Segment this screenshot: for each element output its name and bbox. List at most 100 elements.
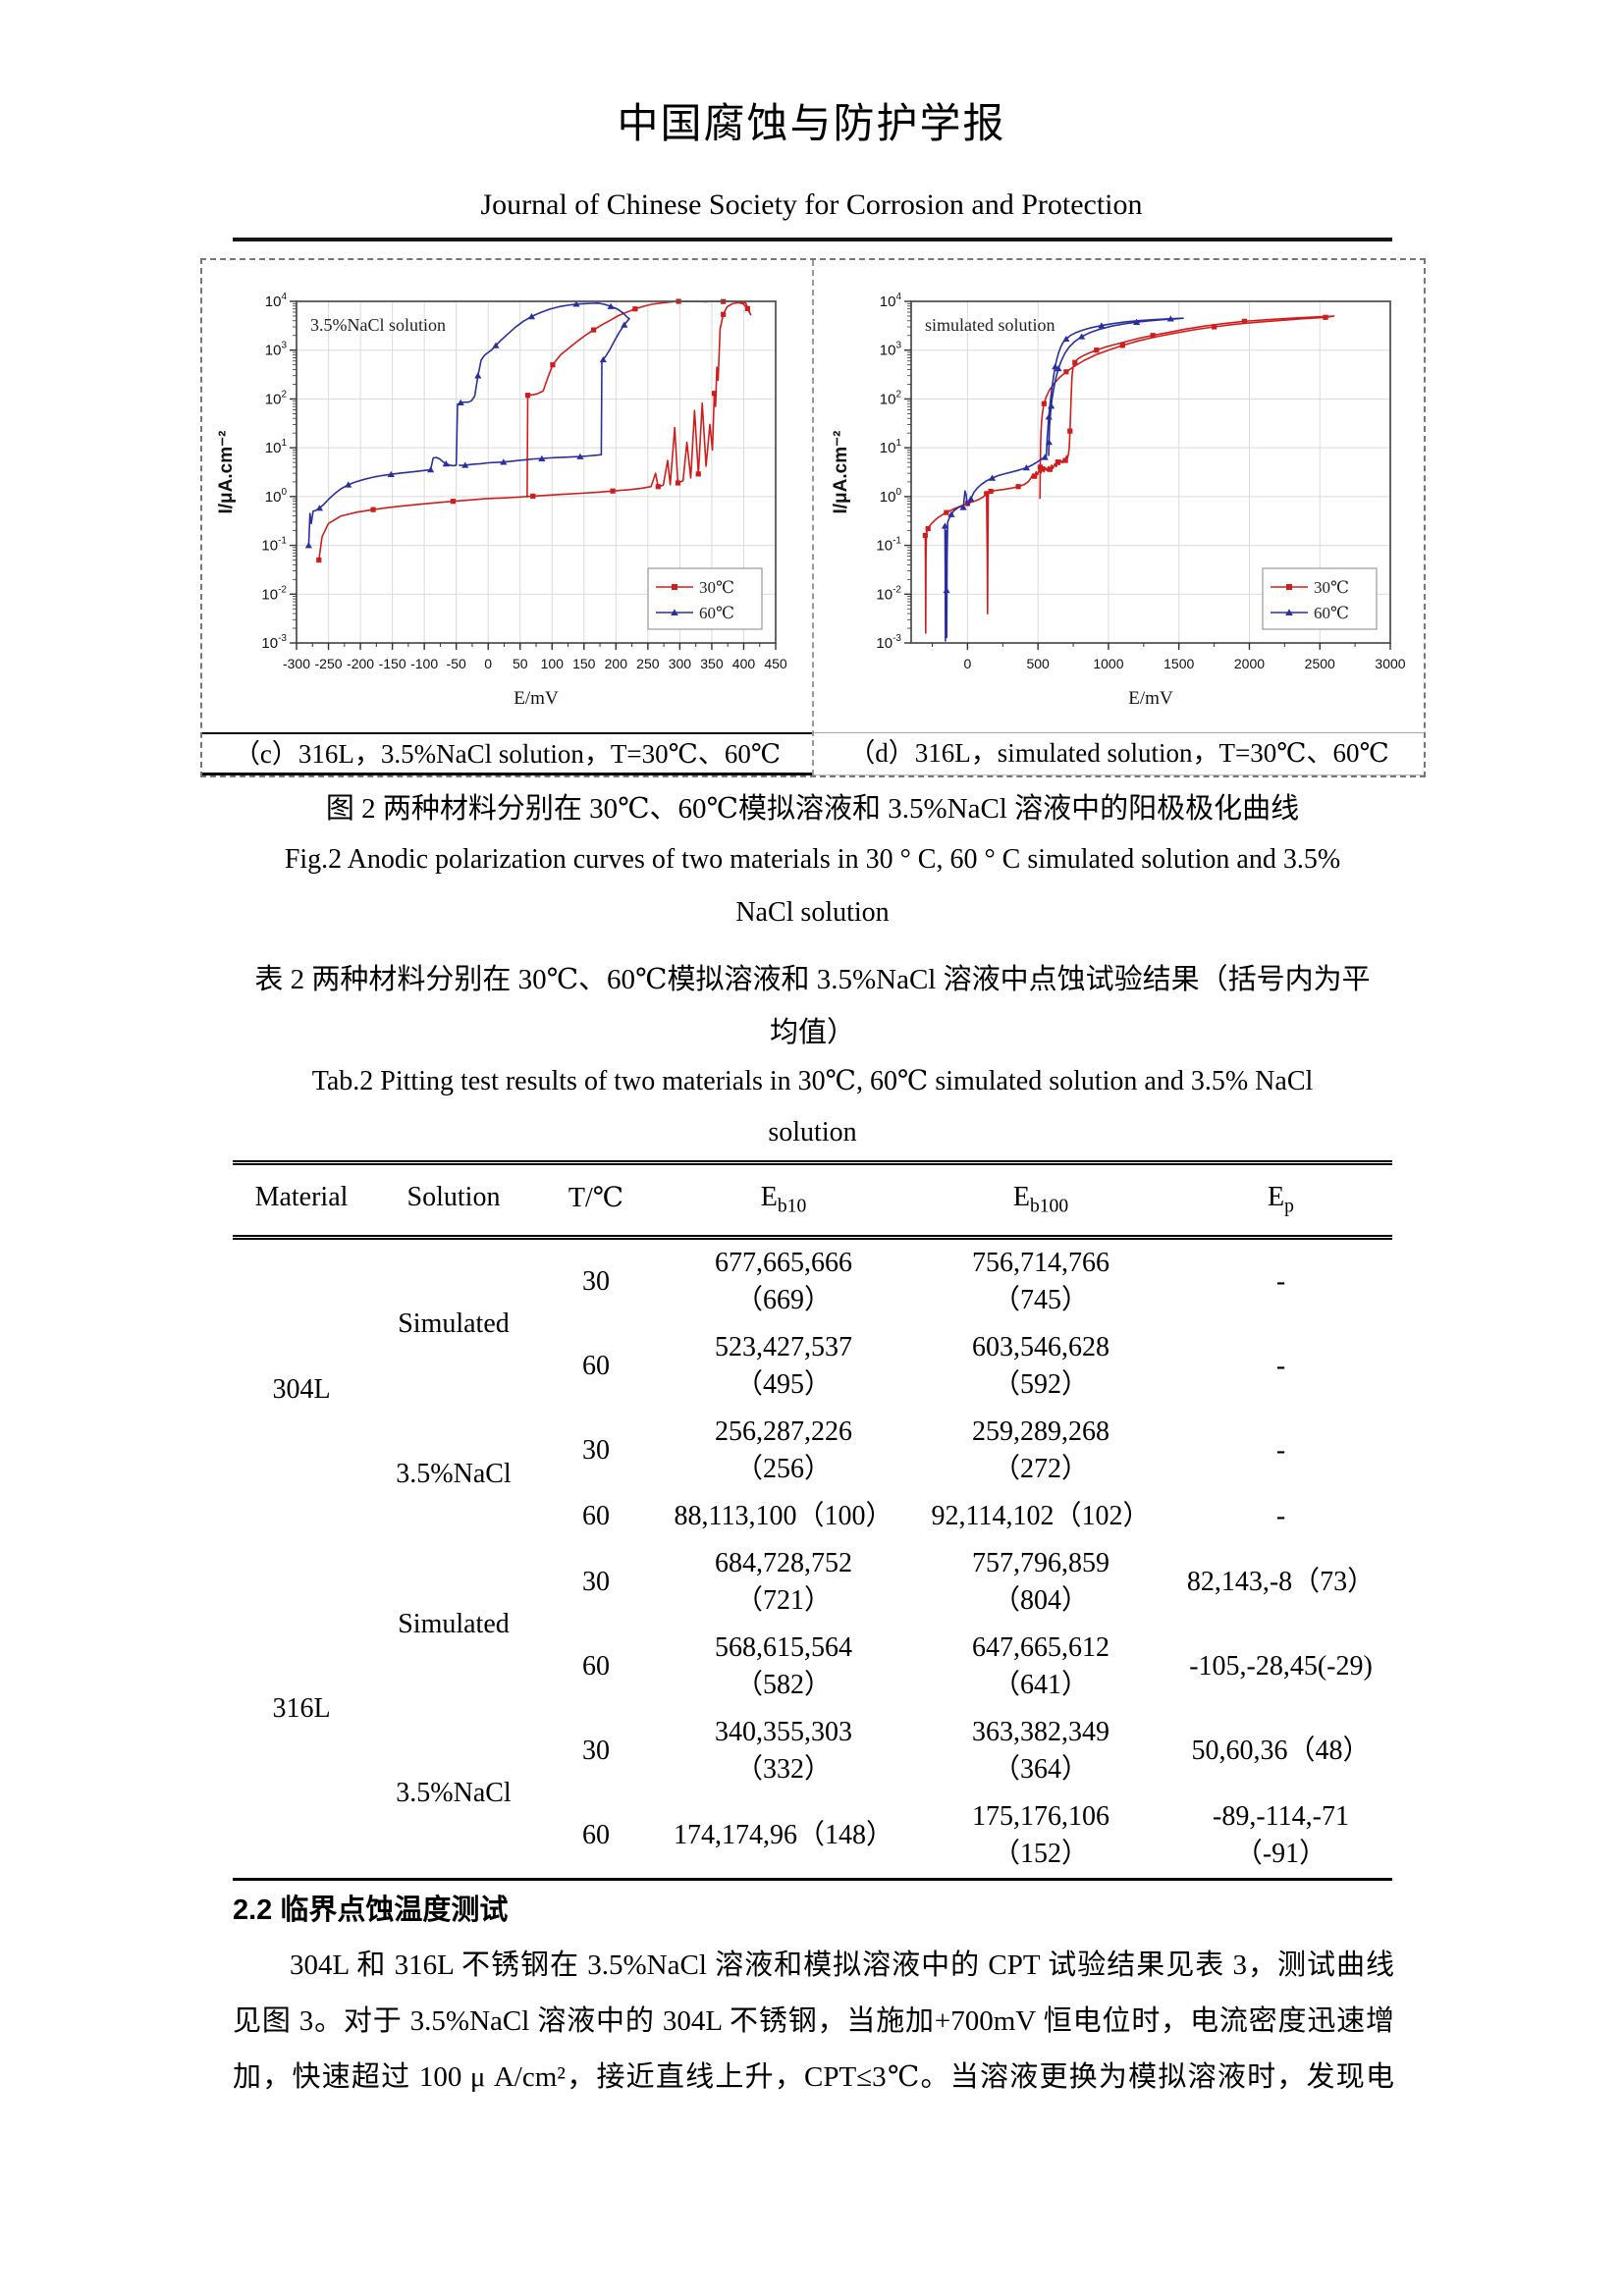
svg-text:100: 100 — [265, 487, 288, 506]
svg-text:60℃: 60℃ — [699, 604, 734, 622]
temperature-cell: 60 — [582, 1650, 610, 1682]
svg-text:104: 104 — [265, 292, 288, 310]
eb10-cell: 523,427,537 （495） — [715, 1331, 852, 1400]
table-caption-en-line2: solution — [768, 1117, 857, 1148]
solution-cell: Simulated — [398, 1608, 510, 1639]
ep-cell: -89,-114,-71 （-91） — [1213, 1800, 1349, 1869]
figure-caption-cn: 图 2 两种材料分别在 30℃、60℃模拟溶液和 3.5%NaCl 溶液中的阳极… — [325, 793, 1300, 825]
svg-text:30℃: 30℃ — [699, 578, 734, 597]
ep-cell: - — [1275, 1500, 1286, 1531]
journal-title-cn: 中国腐蚀与防护学报 — [617, 102, 1006, 147]
svg-text:10-2: 10-2 — [876, 584, 901, 603]
ep-cell: - — [1275, 1350, 1286, 1381]
svg-text:10-1: 10-1 — [261, 536, 287, 555]
eb100-cell: 92,114,102（102） — [931, 1500, 1151, 1531]
svg-text:10-2: 10-2 — [261, 584, 287, 603]
temperature-cell: 60 — [582, 1500, 610, 1531]
svg-text:-150: -150 — [379, 656, 406, 671]
svg-text:-100: -100 — [410, 656, 438, 671]
table-row: 316L Simulated 30 684,728,752 （721） 757,796,8… — [233, 1540, 1392, 1724]
svg-text:50: 50 — [513, 656, 528, 671]
pitting-results-table: Material Solution T/℃ Eb10 Eb100 Ep 304L… — [233, 1160, 1392, 1881]
svg-text:-300: -300 — [283, 656, 310, 671]
temperature-cell: 30 — [582, 1735, 610, 1766]
temperature-cell: 60 — [582, 1819, 610, 1850]
col-header-temperature: T/℃ — [537, 1162, 655, 1240]
ep-cell: -105,-28,45(-29) — [1189, 1650, 1373, 1682]
svg-text:2000: 2000 — [1234, 656, 1265, 671]
ep-cell: - — [1275, 1434, 1286, 1466]
header-rule — [233, 238, 1392, 241]
eb10-cell: 88,113,100（100） — [674, 1500, 893, 1531]
subcaption-c: （c）316L，3.5%NaCl solution，T=30℃、60℃ — [202, 732, 812, 775]
svg-text:10-1: 10-1 — [876, 536, 901, 555]
svg-text:350: 350 — [700, 656, 724, 671]
ep-cell: - — [1275, 1265, 1286, 1297]
section-heading: 2.2 临界点蚀温度测试 — [233, 1895, 509, 1926]
table-row: 60 174,174,96（148） 175,176,106 （152） -89,-11… — [233, 1793, 1392, 1880]
temperature-cell: 30 — [582, 1265, 610, 1297]
table-row: 60 523,427,537 （495） 603,546,628 （592） - — [233, 1324, 1392, 1409]
eb10-cell: 174,174,96（148） — [673, 1819, 893, 1850]
table-caption-cn-line1: 表 2 两种材料分别在 30℃、60℃模拟溶液和 3.5%NaCl 溶液中点蚀试… — [254, 964, 1371, 995]
svg-text:101: 101 — [265, 438, 288, 456]
svg-text:0: 0 — [484, 656, 492, 671]
eb100-cell: 756,714,766 （745） — [972, 1247, 1109, 1315]
material-cell: 304L — [272, 1373, 331, 1405]
svg-text:103: 103 — [265, 341, 288, 359]
table-row: 3.5%NaCl 30 340,355,303 （332） 363,382,349 （36… — [233, 1709, 1392, 1808]
table-header-row: Material Solution T/℃ Eb10 Eb100 Ep — [233, 1162, 1392, 1240]
svg-text:-50: -50 — [447, 656, 466, 671]
eb10-cell: 677,665,666 （669） — [715, 1247, 852, 1315]
svg-text:104: 104 — [880, 292, 902, 310]
svg-text:101: 101 — [880, 438, 902, 456]
col-header-material: Material — [233, 1162, 370, 1240]
svg-text:450: 450 — [764, 656, 787, 671]
figure-divider — [812, 260, 814, 775]
col-header-solution: Solution — [370, 1162, 537, 1240]
svg-text:1000: 1000 — [1093, 656, 1123, 671]
body-paragraph: 304L 和 316L 不锈钢在 3.5%NaCl 溶液和模拟溶液中的 CPT … — [233, 1938, 1394, 2106]
solution-cell: Simulated — [398, 1308, 510, 1339]
ep-cell: 82,143,-8（73） — [1186, 1566, 1376, 1597]
paragraph-line: 见图 3。对于 3.5%NaCl 溶液中的 304L 不锈钢，当施加+700mV… — [233, 2005, 1394, 2037]
figure-caption-en-line2: NaCl solution — [735, 897, 890, 928]
svg-text:100: 100 — [880, 487, 902, 506]
svg-text:E/mV: E/mV — [1128, 688, 1173, 709]
svg-text:2500: 2500 — [1305, 656, 1335, 671]
temperature-cell: 60 — [582, 1350, 610, 1381]
eb10-cell: 684,728,752 （721） — [715, 1547, 852, 1616]
figure-caption-en-line1: Fig.2 Anodic polarization curves of two … — [284, 844, 1341, 875]
eb100-cell: 647,665,612 （641） — [972, 1631, 1109, 1700]
svg-text:200: 200 — [605, 656, 628, 671]
svg-text:102: 102 — [880, 389, 902, 407]
svg-text:250: 250 — [636, 656, 660, 671]
svg-text:3000: 3000 — [1375, 656, 1405, 671]
svg-text:500: 500 — [1026, 656, 1050, 671]
svg-text:I/μA.cm⁻²: I/μA.cm⁻² — [216, 431, 237, 514]
svg-text:E/mV: E/mV — [514, 688, 559, 709]
svg-text:100: 100 — [541, 656, 565, 671]
table-row: 60 88,113,100（100） 92,114,102（102） - — [233, 1493, 1392, 1540]
svg-text:-200: -200 — [347, 656, 374, 671]
figure-2-panel: -300 -250 -200 -150 -100 -50 0 50 100 150 200 250 30… — [200, 258, 1426, 777]
table-row: 60 568,615,564 （582） 647,665,612 （641） -105,-… — [233, 1625, 1392, 1709]
col-header-eb100: Eb100 — [912, 1162, 1169, 1240]
svg-text:150: 150 — [572, 656, 596, 671]
svg-text:60℃: 60℃ — [1314, 604, 1349, 622]
svg-text:10-3: 10-3 — [876, 633, 901, 652]
subcaption-d: （d）316L，simulated solution，T=30℃、60℃ — [814, 732, 1424, 775]
table-caption-cn-line2: 均值） — [769, 1017, 855, 1048]
paragraph-line: 加，快速超过 100 μ A/cm²，接近直线上升，CPT≤3℃。当溶液更换为模… — [233, 2061, 1394, 2093]
paragraph-line: 304L 和 316L 不锈钢在 3.5%NaCl 溶液和模拟溶液中的 CPT … — [290, 1949, 1394, 1981]
col-header-eb10: Eb10 — [655, 1162, 912, 1240]
col-header-ep: Ep — [1169, 1162, 1392, 1240]
svg-text:30℃: 30℃ — [1314, 578, 1349, 597]
svg-text:0: 0 — [964, 656, 972, 671]
chart-316l-nacl: -300 -250 -200 -150 -100 -50 0 50 100 150 200 250 30… — [216, 292, 787, 709]
svg-text:simulated solution: simulated solution — [925, 315, 1055, 335]
temperature-cell: 30 — [582, 1566, 610, 1597]
chart-316l-simulated: 0 500 1000 1500 2000 2500 3000 10-3 10-2 10-1 100 1… — [831, 292, 1406, 709]
eb10-cell: 568,615,564 （582） — [715, 1631, 852, 1700]
